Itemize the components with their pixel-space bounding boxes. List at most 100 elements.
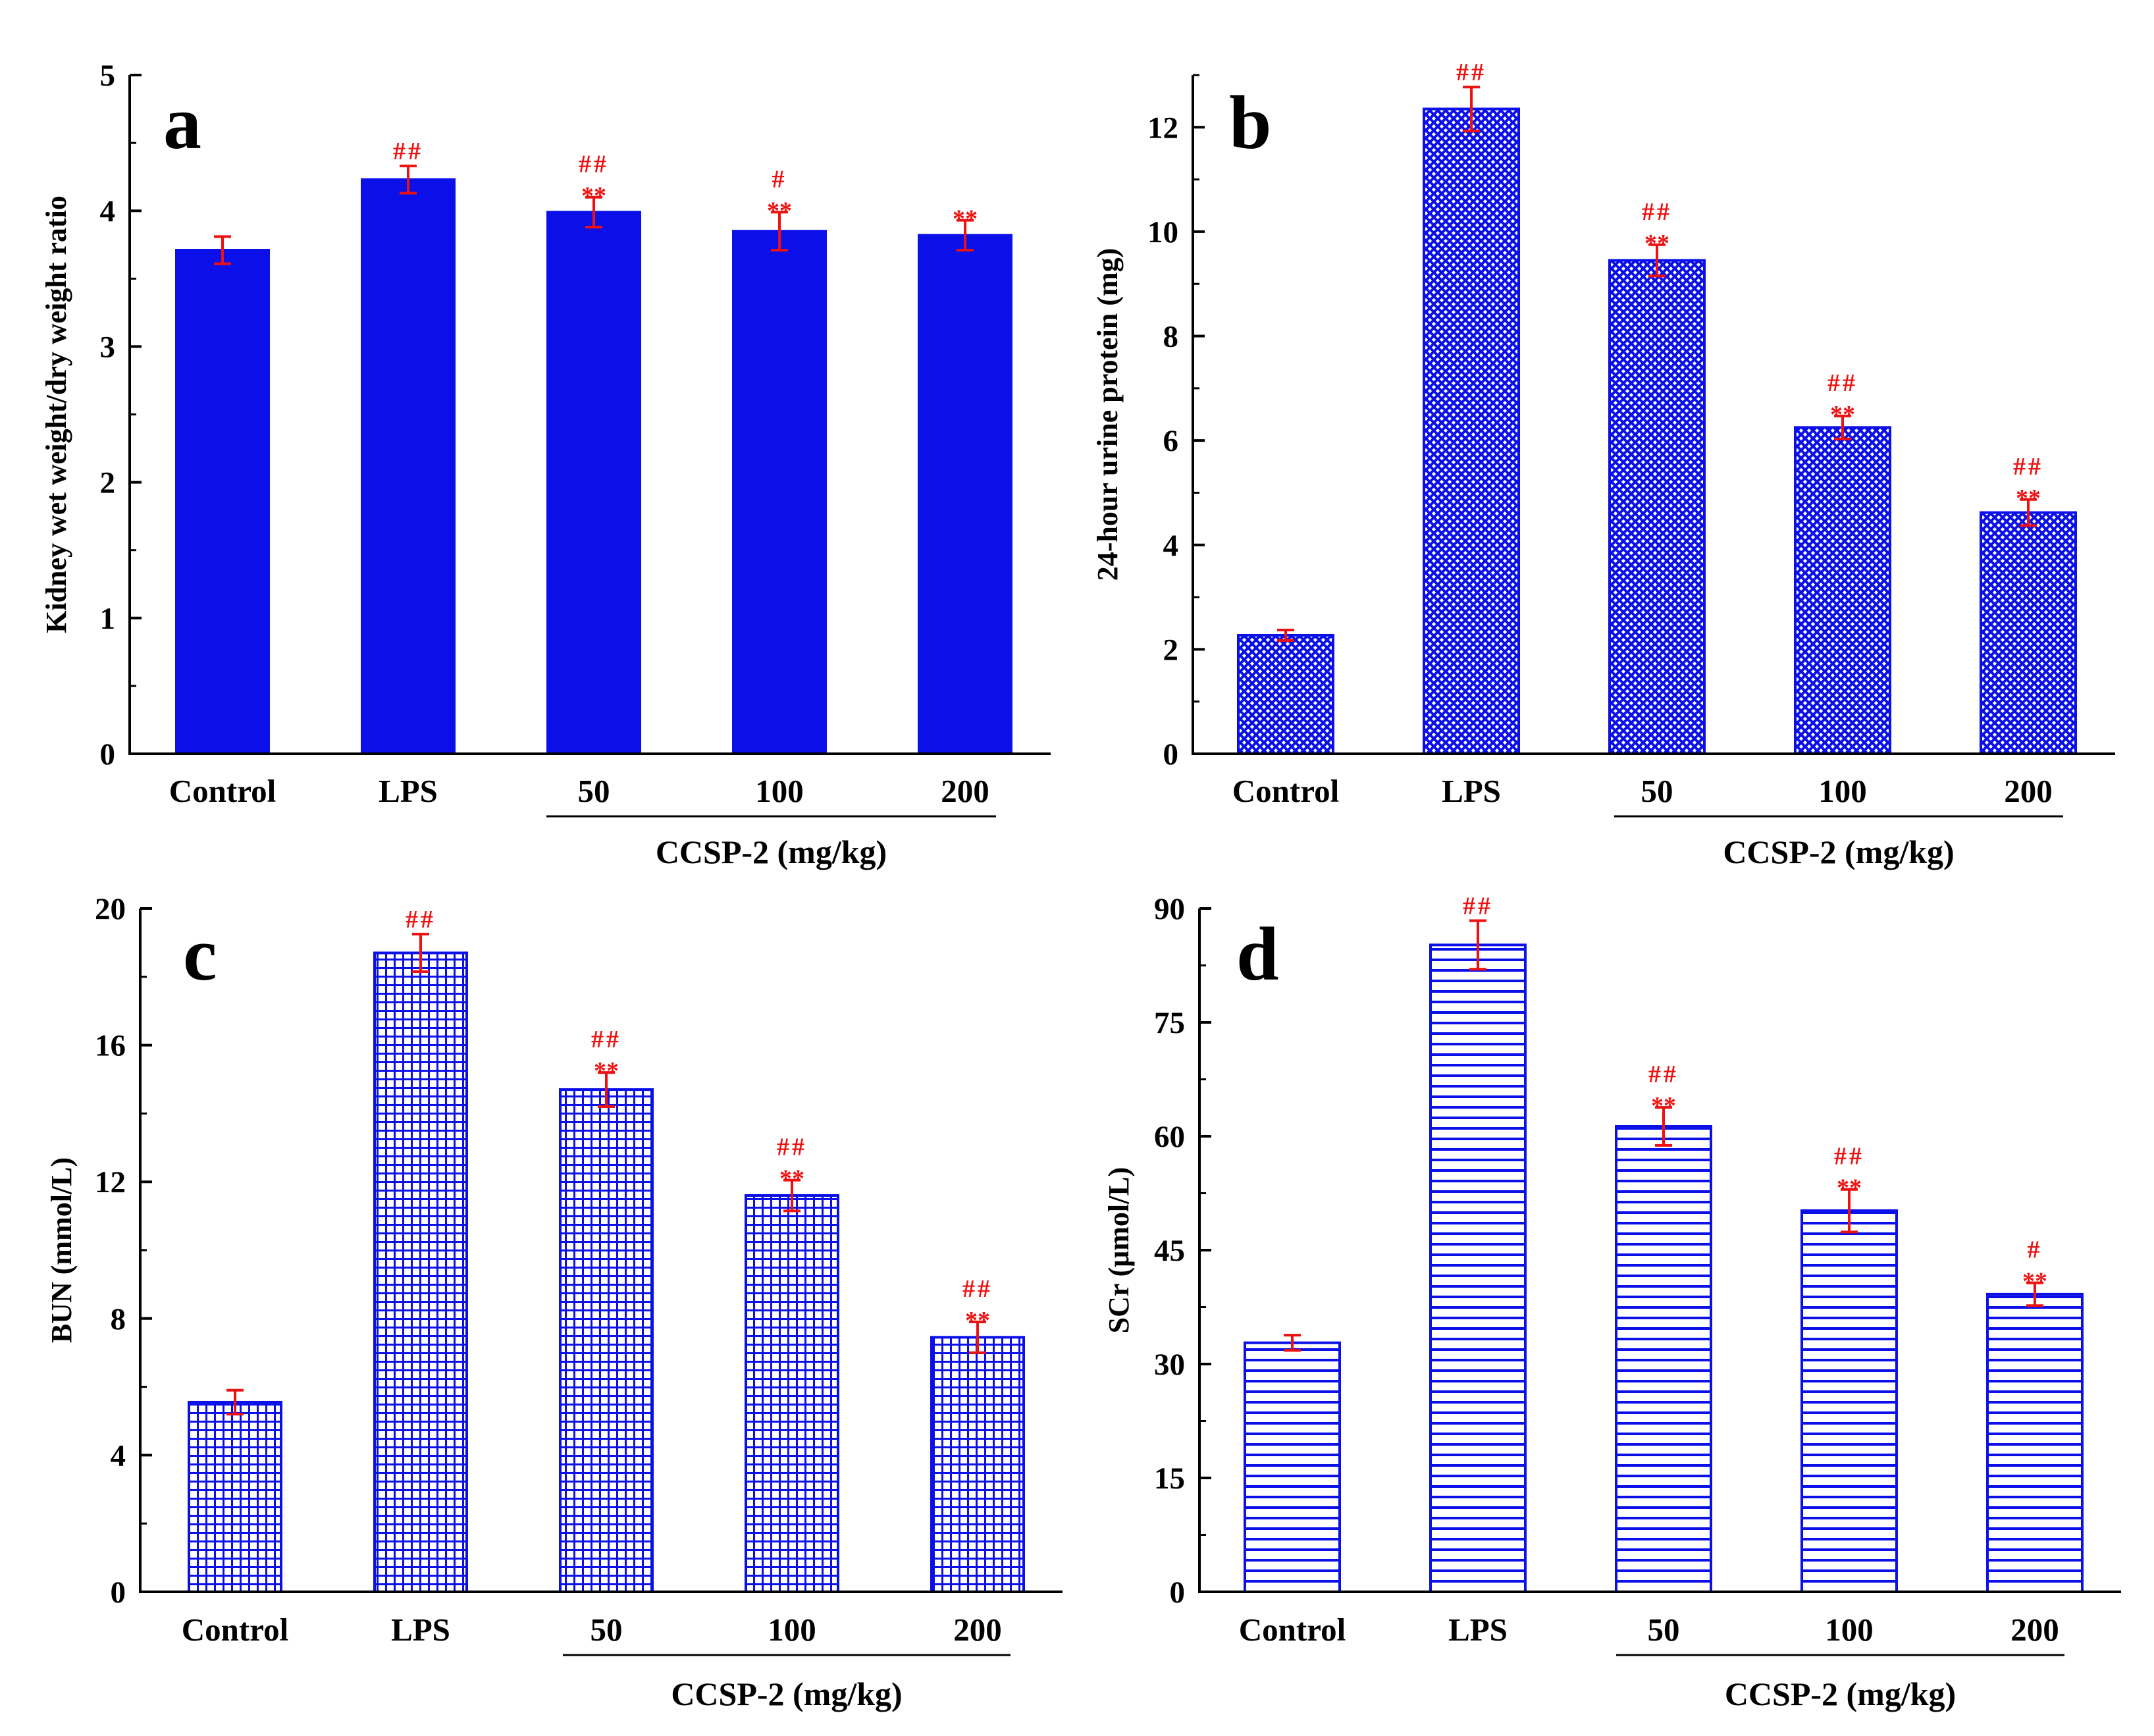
y-tick-label: 0 — [100, 737, 116, 772]
error-bar-lps — [1469, 919, 1486, 971]
x-category-label: LPS — [391, 1612, 450, 1648]
y-tick-label: 30 — [1154, 1348, 1185, 1382]
significance-hash: ## — [393, 138, 423, 165]
panel-letter: d — [1236, 912, 1279, 997]
y-tick-label: 90 — [1154, 892, 1185, 926]
significance-hash: ## — [579, 151, 609, 178]
significance-star: ** — [953, 205, 978, 233]
x-category-label: 100 — [1818, 773, 1867, 809]
error-bar-control — [226, 1388, 244, 1416]
error-bar-control — [1277, 629, 1294, 642]
bar-control — [188, 1400, 282, 1594]
significance-hash: ## — [1642, 198, 1672, 226]
significance-star: ** — [594, 1057, 619, 1085]
bar-100 — [1794, 426, 1891, 755]
significance-hash: ## — [777, 1134, 807, 1161]
bar-control — [1244, 1341, 1341, 1593]
error-bar-50 — [1648, 243, 1666, 278]
significance-star: ** — [965, 1307, 990, 1334]
bar-100 — [732, 230, 827, 755]
x-category-label: Control — [1232, 773, 1339, 809]
y-tick-label: 3 — [100, 330, 116, 364]
x-category-label: Control — [1239, 1612, 1346, 1648]
panel-d: ## ** ## ** ## ** #0 15 30 45 60 75 90 Control LPS 50 10… — [1103, 892, 2121, 1712]
bar-200 — [1986, 1292, 2084, 1593]
y-tick-label: 2 — [1163, 633, 1179, 667]
y-tick-label: 16 — [95, 1029, 126, 1063]
bar-50 — [1608, 259, 1706, 755]
error-bar-50 — [585, 196, 602, 228]
significance-hash: ## — [406, 906, 436, 934]
y-tick-label: 20 — [95, 892, 126, 926]
significance-hash: ## — [591, 1026, 621, 1053]
error-bar-50 — [598, 1071, 615, 1109]
error-bar-control — [214, 235, 231, 265]
panel-b: ## ** ## ** ## ** ## 0 2 4 6 8 10 12 Control LPS 50 100 20… — [1091, 59, 2115, 870]
significance-star: ** — [779, 1165, 804, 1193]
x-category-label: LPS — [379, 773, 438, 809]
significance-star: ** — [1651, 1092, 1676, 1120]
error-bar-lps — [400, 165, 417, 195]
bar-200 — [918, 234, 1012, 756]
x-category-label: LPS — [1442, 773, 1501, 809]
significance-star: ** — [1837, 1174, 1862, 1202]
error-bar-200 — [969, 1320, 986, 1354]
y-tick-label: 12 — [1147, 111, 1178, 145]
group-label: CCSP-2 (mg/kg) — [671, 1675, 902, 1712]
x-category-label: Control — [169, 773, 276, 809]
panel-a: ## ** ## ** # ** 0 1 2 3 4 5 Control LPS 50 100 200 CCSP-… — [40, 59, 1051, 870]
group-label: CCSP-2 (mg/kg) — [656, 833, 887, 870]
significance-hash: # — [2028, 1236, 2043, 1264]
panel-letter: b — [1229, 81, 1272, 165]
error-bar-50 — [1655, 1106, 1672, 1147]
y-tick-label: 0 — [1170, 1575, 1186, 1610]
group-label: CCSP-2 (mg/kg) — [1725, 1675, 1956, 1712]
significance-hash: ## — [2013, 453, 2043, 481]
y-tick-label: 0 — [111, 1575, 126, 1610]
x-category-label: 200 — [2010, 1612, 2059, 1648]
bar-200 — [930, 1336, 1025, 1593]
y-tick-label: 6 — [1163, 424, 1179, 458]
bar-200 — [1980, 511, 2077, 755]
y-tick-label: 1 — [100, 602, 116, 636]
y-tick-label: 4 — [100, 194, 116, 228]
y-tick-label: 8 — [111, 1302, 126, 1336]
significance-hash: ## — [1648, 1061, 1679, 1088]
bar-lps — [1429, 943, 1527, 1593]
error-bar-200 — [2026, 1281, 2043, 1307]
y-tick-label: 5 — [100, 59, 116, 93]
significance-hash: ## — [1456, 59, 1486, 86]
x-category-label: 50 — [591, 1612, 623, 1648]
x-category-label: LPS — [1448, 1612, 1508, 1648]
x-category-label: Control — [182, 1612, 288, 1648]
bar-100 — [1800, 1209, 1898, 1593]
error-bar-control — [1284, 1334, 1301, 1352]
significance-star: ** — [581, 182, 606, 210]
bar-lps — [373, 951, 468, 1593]
bar-50 — [559, 1088, 654, 1593]
y-tick-label: 12 — [95, 1165, 126, 1199]
significance-star: ** — [2016, 485, 2041, 512]
x-category-label: 50 — [1648, 1612, 1680, 1648]
panel-c: ## ** ## ** ## ** ## 0 4 8 12 16 20 Control LPS 50 100 20… — [45, 892, 1063, 1712]
error-bar-100 — [783, 1178, 801, 1213]
error-bar-lps — [412, 932, 429, 974]
y-tick-label: 60 — [1154, 1120, 1185, 1154]
significance-star: ** — [767, 197, 792, 224]
y-axis-label: BUN (mmol/L) — [45, 1157, 78, 1343]
y-axis-label: Kidney wet weight/dry weight ratio — [40, 196, 72, 633]
x-category-label: 50 — [1641, 773, 1673, 809]
y-tick-label: 45 — [1154, 1234, 1185, 1268]
y-axis-label: SCr (μmol/L) — [1103, 1167, 1135, 1334]
bar-100 — [745, 1194, 839, 1593]
y-tick-label: 10 — [1147, 215, 1178, 250]
group-label: CCSP-2 (mg/kg) — [1723, 833, 1954, 870]
significance-hash: ## — [962, 1275, 993, 1303]
y-tick-label: 15 — [1154, 1461, 1185, 1496]
significance-hash: ## — [1463, 892, 1493, 920]
bar-50 — [1615, 1125, 1712, 1594]
panel-letter: a — [163, 81, 201, 165]
error-bar-100 — [771, 211, 788, 251]
significance-hash: ## — [1827, 369, 1858, 397]
